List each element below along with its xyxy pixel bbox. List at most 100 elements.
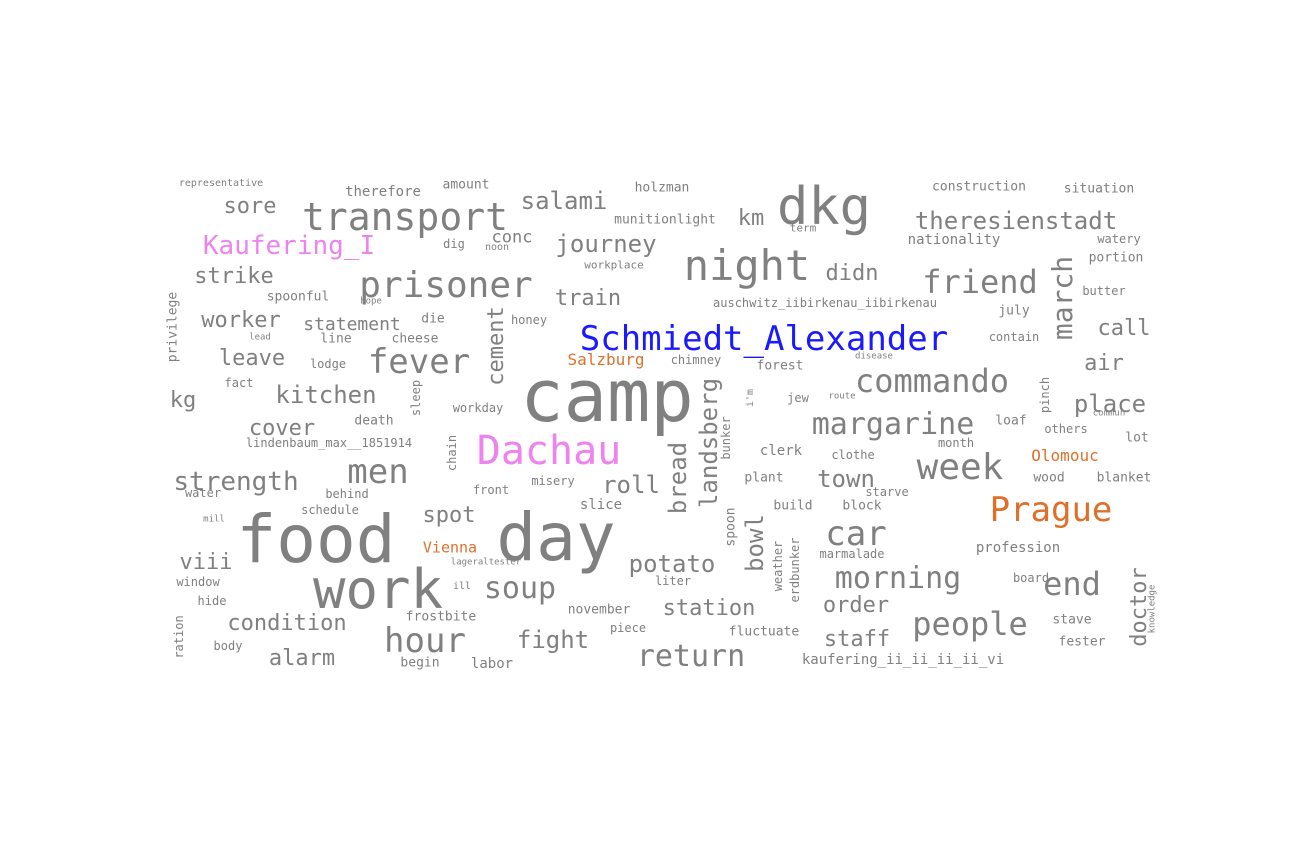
word-cloud-word: condition [227, 611, 347, 636]
word-cloud-word: body [213, 639, 243, 653]
word-cloud-word: route [828, 391, 856, 402]
word-cloud-word: march [1046, 255, 1079, 341]
word-cloud-word: km [737, 206, 765, 231]
word-cloud-word: ill [452, 581, 472, 592]
word-cloud-word: water [184, 486, 222, 500]
word-cloud-word: friend [922, 263, 1038, 301]
word-cloud-word: line [320, 331, 352, 347]
word-cloud-word: lead [249, 332, 271, 343]
word-cloud-word: ration [172, 615, 186, 659]
word-cloud-word: night [683, 241, 811, 290]
word-cloud-word: train [554, 286, 622, 311]
word-cloud-word: Olomouc [1031, 446, 1099, 465]
word-cloud-word: misery [531, 474, 575, 488]
word-cloud-word: place [1073, 390, 1147, 418]
word-cloud-word: day [496, 499, 616, 576]
word-cloud-word: fight [516, 626, 590, 654]
word-cloud-word: margarine [811, 407, 975, 442]
word-cloud-word: commando [854, 362, 1010, 400]
word-cloud-word: fluctuate [728, 624, 800, 640]
word-cloud-word: strike [194, 264, 274, 289]
word-cloud-word: commun [1092, 408, 1126, 419]
word-cloud-word: lodge [309, 357, 347, 371]
word-cloud-word: workday [452, 401, 504, 415]
word-cloud-word: stave [1052, 612, 1092, 628]
word-cloud-word: spoonful [266, 289, 330, 305]
word-cloud-word: bowl [741, 514, 769, 572]
word-cloud-word: station [662, 596, 756, 621]
word-cloud-word: lot [1125, 430, 1149, 446]
word-cloud-word: hour [384, 621, 466, 661]
word-cloud-word: situation [1063, 181, 1135, 197]
word-cloud-word: order [822, 593, 890, 618]
word-cloud-word: morning [834, 561, 962, 596]
word-cloud-word: hope [360, 296, 382, 307]
word-cloud-word: front [472, 483, 510, 497]
word-cloud-word: call [1097, 316, 1151, 341]
word-cloud-word: end [1043, 565, 1101, 603]
word-cloud-word: death [354, 413, 394, 429]
word-cloud-word: car [825, 514, 887, 554]
word-cloud-word: behind [325, 487, 369, 501]
word-cloud-word: november [567, 602, 631, 618]
word-cloud-word: Prague [989, 490, 1113, 530]
word-cloud-word: board [1012, 571, 1050, 585]
word-cloud-word: cement [484, 306, 509, 386]
word-cloud-word: journey [555, 230, 657, 258]
word-cloud-word: kaufering_ii_ii_ii_ii_vi [801, 652, 1005, 668]
word-cloud-word: window [176, 575, 220, 589]
word-cloud-word: weather [771, 540, 785, 592]
word-cloud-word: cheese [391, 331, 439, 347]
word-cloud-word: liter [654, 574, 692, 588]
word-cloud-word: men [347, 452, 409, 492]
word-cloud-word: fester [1058, 634, 1106, 650]
word-cloud-word: therefore [345, 184, 421, 200]
word-cloud-word: clerk [759, 443, 803, 459]
word-cloud-word: spot [422, 503, 476, 528]
word-cloud-word: camp [520, 354, 694, 438]
word-cloud-word: mill [203, 514, 225, 525]
word-cloud-word: piece [609, 621, 647, 635]
word-cloud-word: town [817, 465, 875, 493]
word-cloud-word: spoon [723, 507, 739, 547]
word-cloud-word: dig [443, 237, 465, 251]
word-cloud-word: strength [173, 467, 299, 497]
word-cloud-word: bunker [719, 416, 733, 460]
word-cloud-word: Vienna [422, 538, 478, 557]
word-cloud-word: others [1044, 422, 1088, 436]
word-cloud-word: theresienstadt [914, 207, 1118, 235]
word-cloud-word: construction [932, 179, 1026, 195]
word-cloud-word: munitionlight [614, 212, 716, 228]
word-cloud-word: wood [1033, 470, 1065, 486]
word-cloud-word: lindenbaum_max__1851914 [245, 436, 413, 450]
word-cloud-word: return [636, 639, 746, 674]
word-cloud-word: butter [1082, 284, 1126, 298]
word-cloud-word: noon [484, 242, 510, 253]
word-cloud-word: week [916, 447, 1004, 488]
word-cloud-word: auschwitz_iibirkenau_iibirkenau [713, 296, 937, 310]
word-cloud-word: alarm [268, 646, 336, 671]
word-cloud-word: profession [975, 540, 1061, 556]
word-cloud-word: portion [1088, 250, 1144, 266]
word-cloud-word: erdbunker [788, 537, 802, 603]
word-cloud-word: block [842, 498, 882, 514]
word-cloud-word: begin [400, 655, 440, 671]
word-cloud-word: Schmiedt_Alexander [579, 319, 949, 359]
word-cloud-word: frostbite [405, 609, 477, 625]
word-cloud-word: salami [520, 187, 608, 215]
word-cloud-word: knowledge [1147, 584, 1158, 634]
word-cloud-word: hide [197, 594, 227, 608]
word-cloud-word: honey [510, 313, 548, 327]
word-cloud-word: loaf [995, 413, 1027, 429]
word-cloud-word: work [312, 558, 444, 621]
word-cloud-word: pinch [1038, 376, 1052, 414]
word-cloud-word: marmalade [819, 547, 885, 561]
word-cloud-word: conc [491, 227, 533, 248]
word-cloud-word: cover [248, 416, 316, 441]
word-cloud-word: bread [664, 441, 692, 515]
word-cloud-word: die [421, 311, 445, 327]
word-cloud-word: starve [865, 485, 909, 499]
word-cloud-word: schedule [301, 503, 359, 517]
word-cloud-word: amount [442, 177, 490, 193]
